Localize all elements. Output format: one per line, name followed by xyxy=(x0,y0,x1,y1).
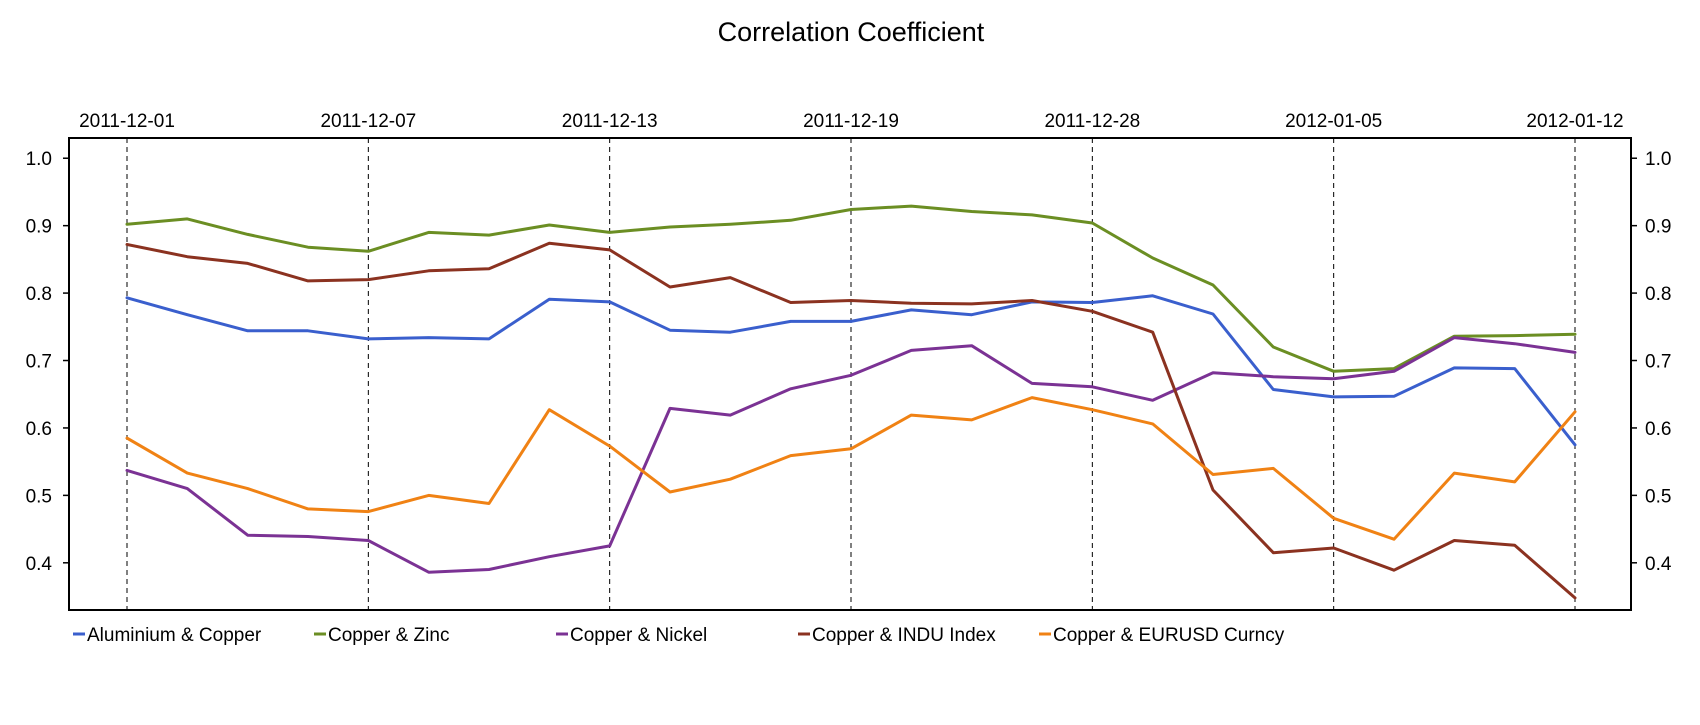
series-line xyxy=(125,204,1577,373)
x-tick-label: 2012-01-05 xyxy=(1285,111,1382,132)
y-tick-label-left: 0.5 xyxy=(26,486,52,507)
x-tick-label: 2011-12-13 xyxy=(562,111,658,132)
series-lines xyxy=(125,204,1577,600)
y-tick-label-left: 0.4 xyxy=(26,554,53,575)
y-tick-label-right: 0.4 xyxy=(1645,554,1672,575)
x-tick-label: 2011-12-01 xyxy=(79,111,175,132)
plot-frame xyxy=(68,137,1632,611)
legend-label: Aluminium & Copper xyxy=(87,625,262,646)
series-line xyxy=(125,396,1577,541)
legend-label: Copper & EURUSD Curncy xyxy=(1053,625,1285,646)
y-tick-label-right: 0.5 xyxy=(1645,486,1671,507)
x-tick-labels: 2011-12-01 2011-12-07 2011-12-13 2011-12-19… xyxy=(79,111,1623,132)
x-tick-label: 2011-12-19 xyxy=(803,111,899,132)
y-tick-label-left: 0.6 xyxy=(26,419,52,440)
y-tick-label-left: 1.0 xyxy=(26,149,52,170)
series-line xyxy=(125,336,1577,574)
y-tick-label-right: 1.0 xyxy=(1645,149,1671,170)
chart-title: Correlation Coefficient xyxy=(718,17,985,47)
legend: Aluminium & Copper Copper & Zinc Copper & … xyxy=(73,625,1285,646)
y-tick-label-left: 0.9 xyxy=(26,217,52,238)
y-tick-label-right: 0.9 xyxy=(1645,217,1671,238)
series-line xyxy=(125,294,1577,447)
y-tick-label-right: 0.7 xyxy=(1645,352,1671,373)
x-tick-label: 2011-12-28 xyxy=(1044,111,1140,132)
legend-label: Copper & Nickel xyxy=(570,625,707,646)
legend-label: Copper & Zinc xyxy=(328,625,449,646)
x-tick-label: 2011-12-07 xyxy=(320,111,416,132)
y-tick-label-right: 0.8 xyxy=(1645,284,1671,305)
legend-label: Copper & INDU Index xyxy=(812,625,996,646)
y-axes: 0.4 0.4 0.5 0.5 0.6 0.6 0.7 0.7 0.8 0.8 0.9 0.9 1.0 1… xyxy=(26,149,1672,575)
y-tick-label-left: 0.7 xyxy=(26,352,52,373)
series-line xyxy=(125,241,1577,600)
y-tick-label-right: 0.6 xyxy=(1645,419,1671,440)
x-tick-label: 2012-01-12 xyxy=(1526,111,1623,132)
y-tick-label-left: 0.8 xyxy=(26,284,52,305)
